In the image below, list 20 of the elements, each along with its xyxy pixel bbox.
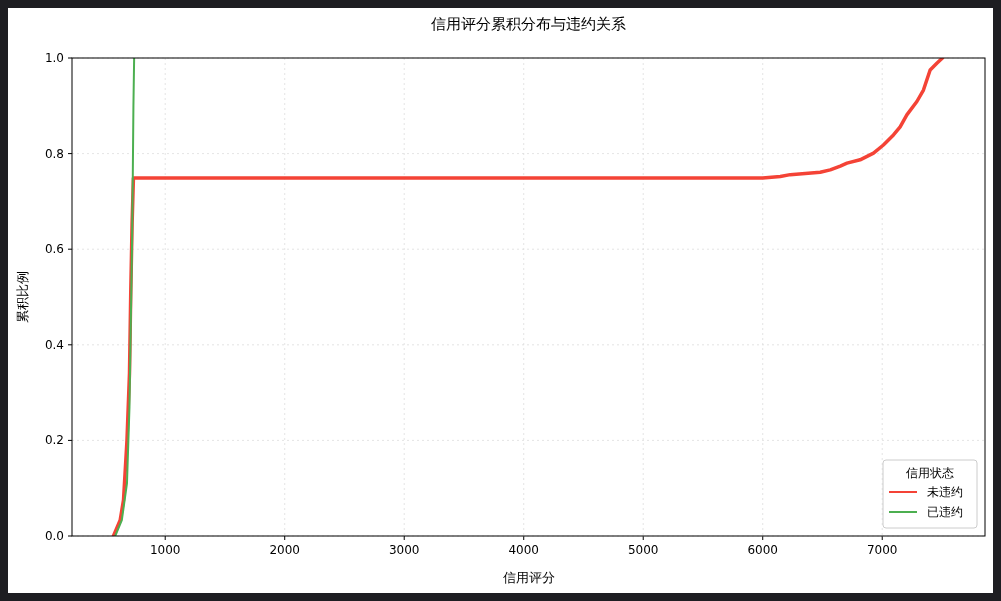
line-series	[114, 58, 136, 536]
x-tick-label: 4000	[508, 543, 539, 557]
y-tick-label: 0.8	[44, 146, 64, 161]
y-tick-label: 0.0	[44, 529, 64, 543]
y-axis-title: 累积比例	[15, 271, 30, 323]
legend-label: 已违约	[927, 505, 963, 519]
x-tick-label: 6000	[747, 543, 778, 557]
legend-label: 未违约	[927, 485, 963, 499]
y-tick-label: 1.0	[44, 51, 64, 65]
x-tick-label: 7000	[866, 543, 898, 557]
x-tick-label: 1000	[149, 543, 181, 557]
chart-title: 信用评分累积分布与违约关系	[431, 15, 626, 33]
x-axis-title: 信用评分	[502, 570, 555, 585]
legend-title: 信用状态	[906, 466, 954, 480]
x-tick-label: 2000	[269, 543, 300, 557]
x-tick-label: 5000	[627, 543, 659, 557]
y-tick-label: 0.4	[44, 337, 64, 352]
x-tick-label: 3000	[388, 543, 420, 557]
y-tick-label: 0.2	[44, 433, 64, 448]
y-tick-label: 0.6	[44, 242, 64, 257]
